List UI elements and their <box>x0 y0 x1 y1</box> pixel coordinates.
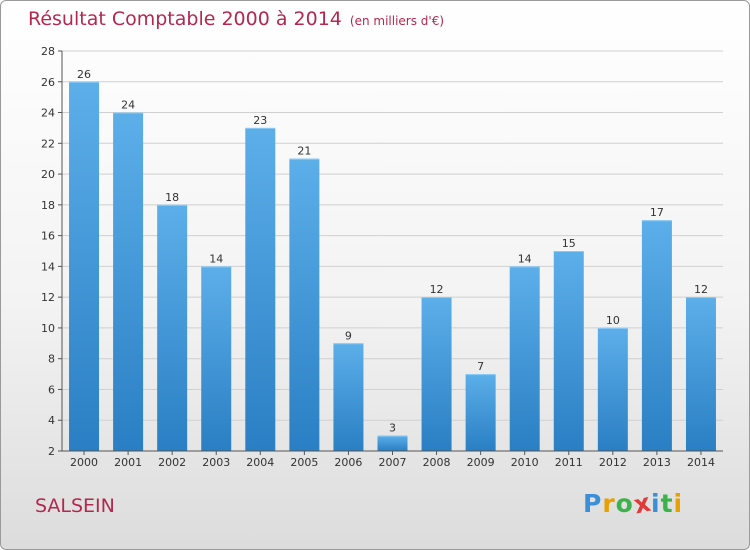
bar-value-label: 12 <box>694 283 708 296</box>
bar-value-label: 18 <box>165 191 179 204</box>
logo-letter: P <box>583 489 603 518</box>
y-tick-label: 14 <box>41 260 55 273</box>
x-tick-label: 2003 <box>202 456 230 469</box>
bar <box>509 266 540 451</box>
x-tick-label: 2013 <box>643 456 671 469</box>
bar-value-label: 3 <box>389 422 396 435</box>
bar-value-label: 12 <box>430 283 444 296</box>
commune-name: SALSEIN <box>35 495 115 517</box>
bar-value-label: 10 <box>606 314 620 327</box>
y-tick-label: 8 <box>48 353 55 366</box>
bar <box>597 327 628 451</box>
bar <box>421 297 452 451</box>
y-tick-label: 20 <box>41 168 55 181</box>
y-tick-label: 4 <box>48 414 55 427</box>
bar-value-label: 7 <box>477 360 484 373</box>
bar <box>157 204 188 451</box>
x-tick-label: 2008 <box>423 456 451 469</box>
x-tick-label: 2005 <box>290 456 318 469</box>
x-tick-label: 2007 <box>379 456 407 469</box>
chart-title: Résultat Comptable 2000 à 2014 <box>28 8 342 30</box>
y-tick-label: 22 <box>41 137 55 150</box>
logo-letter: t <box>660 489 674 518</box>
bars: 26 24 18 14 23 21 9 3 12 7 14 15 10 17 12 <box>69 68 716 452</box>
x-tick-label: 2004 <box>246 456 274 469</box>
bar <box>377 435 408 451</box>
y-tick-label: 28 <box>41 45 55 58</box>
x-tick-label: 2010 <box>511 456 539 469</box>
x-tick-label: 2009 <box>467 456 495 469</box>
bar-value-label: 14 <box>209 252 223 265</box>
bar-value-label: 15 <box>562 237 576 250</box>
x-tick-label: 2001 <box>114 456 142 469</box>
y-tick-label: 6 <box>48 383 55 396</box>
bar-value-label: 17 <box>650 206 664 219</box>
bar <box>333 343 364 451</box>
y-tick-label: 26 <box>41 76 55 89</box>
y-tick-label: 12 <box>41 291 55 304</box>
bar <box>641 220 672 451</box>
y-tick-label: 18 <box>41 199 55 212</box>
bar <box>685 297 716 451</box>
y-tick-label: 2 <box>48 445 55 458</box>
bar <box>69 81 100 452</box>
y-tick-label: 16 <box>41 230 55 243</box>
bar <box>465 374 496 451</box>
logo-letter: r <box>602 489 616 518</box>
chart-subtitle: (en milliers d'€) <box>349 14 445 28</box>
logo-letter: o <box>615 489 634 518</box>
y-tick-label: 10 <box>41 322 55 335</box>
x-tick-label: 2014 <box>687 456 715 469</box>
bar <box>289 158 320 451</box>
bar <box>553 251 584 451</box>
bar-value-label: 26 <box>77 68 91 81</box>
bar <box>245 127 276 451</box>
bar-value-label: 21 <box>297 145 311 158</box>
bar <box>201 266 232 451</box>
y-tick-label: 24 <box>41 107 55 120</box>
proxiti-logo: Proxiti <box>583 488 684 520</box>
bar-value-label: 9 <box>345 329 352 342</box>
x-tick-label: 2000 <box>70 456 98 469</box>
logo-letter: i <box>651 489 661 518</box>
x-tick-label: 2012 <box>599 456 627 469</box>
x-tick-label: 2002 <box>158 456 186 469</box>
bar <box>113 112 144 452</box>
bar-value-label: 24 <box>121 99 135 112</box>
bar-value-label: 23 <box>253 114 267 127</box>
logo-letter: i <box>673 489 684 518</box>
x-tick-label: 2006 <box>334 456 362 469</box>
chart-title-block: Résultat Comptable 2000 à 2014 (en millie… <box>28 8 444 30</box>
x-tick-label: 2011 <box>555 456 583 469</box>
bar-value-label: 14 <box>518 252 532 265</box>
